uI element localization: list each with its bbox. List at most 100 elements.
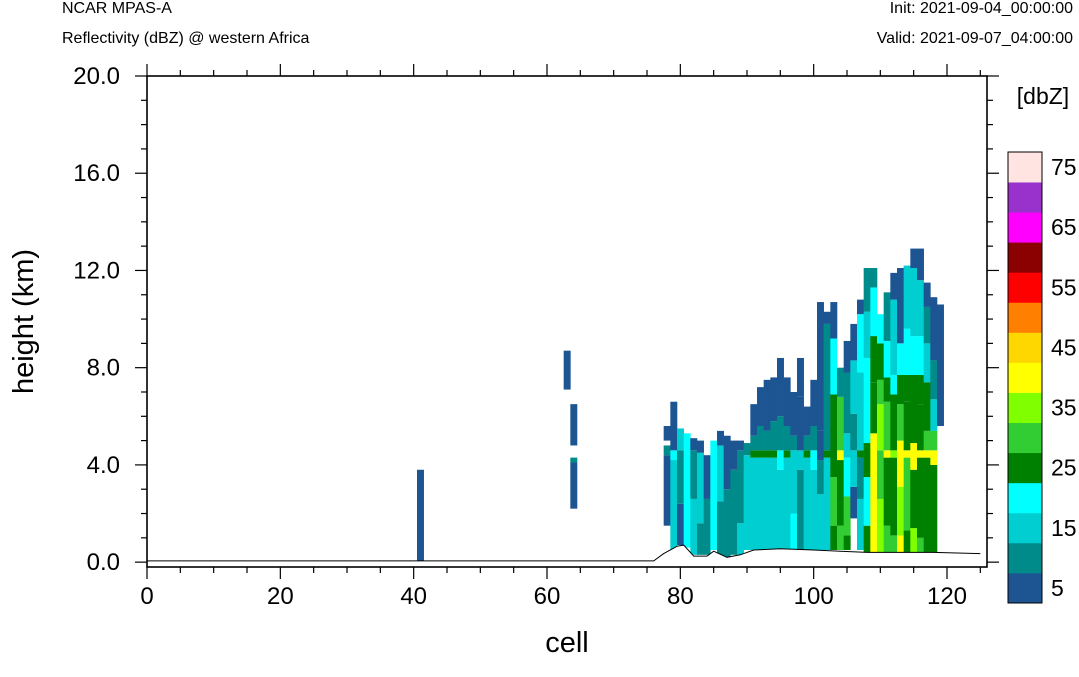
reflectivity-cell (777, 450, 784, 470)
reflectivity-cell (663, 445, 671, 456)
model-title: NCAR MPAS-A (62, 0, 172, 17)
reflectivity-cell (877, 498, 884, 553)
reflectivity-cell (783, 450, 791, 458)
x-tick-label: 40 (400, 583, 427, 610)
reflectivity-cell (930, 399, 938, 431)
reflectivity-cell (830, 338, 838, 395)
reflectivity-cell (930, 297, 938, 361)
init-time: Init: 2021-09-04_00:00:00 (889, 0, 1073, 17)
reflectivity-cell (730, 440, 738, 470)
reflectivity-cell (923, 450, 931, 458)
reflectivity-cell (797, 396, 804, 451)
colorbar-tick-label: 35 (1051, 395, 1077, 421)
reflectivity-cell (870, 382, 878, 434)
reflectivity-cell (750, 404, 758, 436)
x-tick-label: 20 (267, 583, 294, 610)
reflectivity-cell (837, 450, 844, 461)
reflectivity-cell (830, 477, 838, 526)
reflectivity-cell (757, 457, 764, 550)
reflectivity-cell (883, 292, 891, 341)
reflectivity-cell (877, 379, 884, 405)
reflectivity-cell (850, 486, 858, 519)
reflectivity-cell (923, 457, 931, 553)
reflectivity-cell (883, 340, 891, 378)
reflectivity-cell (763, 457, 771, 550)
reflectivity-cell (810, 450, 818, 470)
reflectivity-cell (870, 268, 878, 288)
reflectivity-cell (843, 535, 851, 550)
reflectivity-cell (717, 445, 724, 502)
colorbar-tick-label: 75 (1051, 154, 1077, 180)
reflectivity-cell (737, 440, 744, 451)
reflectivity-cell (910, 528, 918, 553)
reflectivity-cell (703, 455, 711, 499)
reflectivity-cell (917, 537, 924, 553)
reflectivity-cell (750, 435, 758, 451)
reflectivity-cell (710, 440, 718, 550)
reflectivity-cell (910, 336, 918, 375)
reflectivity-cell (863, 443, 871, 478)
reflectivity-cell (917, 248, 924, 281)
reflectivity-cells (417, 248, 944, 561)
reflectivity-cell (890, 450, 898, 458)
reflectivity-cell (837, 525, 844, 550)
reflectivity-cell (910, 469, 918, 529)
reflectivity-cell (763, 379, 771, 431)
reflectivity-cell (717, 501, 724, 558)
reflectivity-cell (750, 457, 758, 550)
reflectivity-cell (817, 460, 824, 495)
y-tick-labels: 0.0 4.0 8.0 12.0 16.0 20.0 (73, 63, 120, 576)
reflectivity-cell (757, 426, 764, 451)
reflectivity-cell (843, 372, 851, 434)
reflectivity-cell (937, 304, 944, 427)
reflectivity-cell (697, 452, 704, 524)
reflectivity-cell (843, 433, 851, 458)
reflectivity-cell (883, 450, 891, 458)
reflectivity-cell (663, 455, 671, 526)
reflectivity-cell (877, 404, 884, 451)
reflectivity-cell (763, 430, 771, 451)
reflectivity-cell (570, 462, 578, 509)
reflectivity-cell (883, 525, 891, 553)
colorbar-box (1008, 422, 1042, 454)
reflectivity-cell (783, 377, 791, 427)
reflectivity-cell (823, 323, 831, 451)
reflectivity-cell (870, 523, 878, 553)
reflectivity-cell (917, 280, 924, 337)
colorbar-box (1008, 542, 1042, 574)
reflectivity-cell (910, 374, 918, 392)
x-tick-label: 100 (794, 583, 834, 610)
reflectivity-cell (777, 416, 784, 451)
reflectivity-cell (690, 450, 698, 499)
axis-ticks (135, 64, 999, 579)
colorbar-box (1008, 332, 1042, 363)
reflectivity-cell (777, 357, 784, 417)
x-tick-labels: 0 20 40 60 80 100 120 (140, 583, 967, 610)
reflectivity-cell (917, 374, 924, 405)
reflectivity-cell (903, 328, 911, 375)
reflectivity-cell (683, 433, 691, 548)
colorbar-box (1008, 302, 1042, 333)
reflectivity-cell (890, 272, 898, 300)
reflectivity-cell (823, 311, 831, 324)
reflectivity-cell (570, 404, 578, 446)
reflectivity-cell (890, 457, 898, 536)
reflectivity-cell (890, 299, 898, 375)
x-tick-label: 80 (667, 583, 694, 610)
reflectivity-cell (790, 450, 798, 514)
reflectivity-cell (783, 457, 791, 550)
reflectivity-cell (750, 450, 758, 458)
x-tick-label: 0 (140, 583, 153, 610)
colorbar (1007, 151, 1043, 604)
reflectivity-cell (863, 268, 871, 312)
reflectivity-cell (863, 357, 871, 444)
colorbar-tick-label: 15 (1051, 515, 1077, 541)
colorbar-box (1008, 392, 1042, 423)
reflectivity-cell (910, 391, 918, 444)
reflectivity-cell (803, 406, 811, 436)
reflectivity-cell (903, 530, 911, 553)
colorbar-box (1008, 572, 1042, 604)
reflectivity-cell (870, 336, 878, 383)
colorbar-tick-labels: 5 15 25 35 45 55 65 75 (1051, 154, 1077, 601)
